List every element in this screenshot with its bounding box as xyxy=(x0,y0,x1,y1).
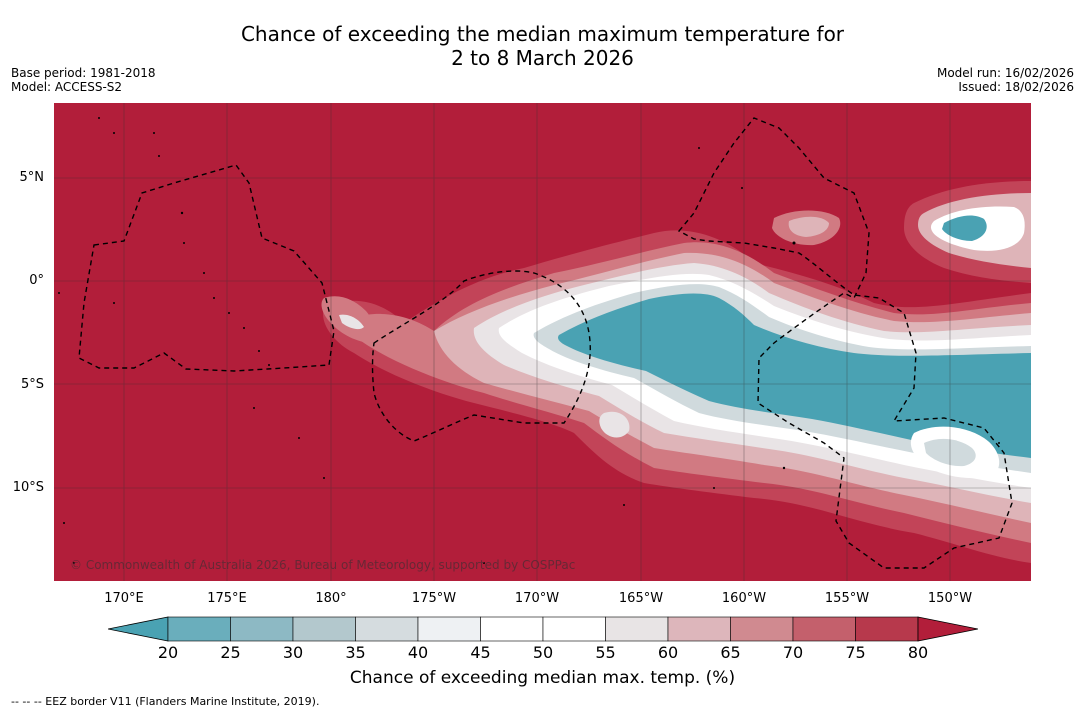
probability-map: © Commonwealth of Australia 2026, Bureau… xyxy=(54,103,1031,581)
lon-label-180: 180° xyxy=(315,591,347,606)
colorbar-tick-label: 75 xyxy=(845,643,866,662)
colorbar-segment xyxy=(292,616,356,642)
colorbar-tick-label: 20 xyxy=(157,643,179,662)
model-run: Model run: 16/02/2026 xyxy=(936,66,1074,80)
issued-date: Issued: 18/02/2026 xyxy=(958,80,1074,94)
colorbar-segment xyxy=(230,616,294,642)
title-line-2: 2 to 8 March 2026 xyxy=(451,46,634,70)
graticule xyxy=(54,103,1031,581)
colorbar-segment xyxy=(542,616,606,642)
northeast-anomaly-blob xyxy=(904,181,1031,283)
colorbar-tick-label: 80 xyxy=(907,643,929,662)
lon-label-170e: 170°E xyxy=(104,591,144,606)
colorbar-tick-label: 30 xyxy=(282,643,304,662)
colorbar-segment xyxy=(480,616,544,642)
lat-label-0: 0° xyxy=(29,273,44,288)
lon-label-160w: 160°W xyxy=(721,591,767,606)
colorbar-tick-label: 25 xyxy=(220,643,241,662)
lat-label-5n: 5°N xyxy=(19,170,45,185)
colorbar-segment xyxy=(417,616,481,642)
colorbar-tick-label: 40 xyxy=(407,643,429,662)
colorbar-tick-label: 50 xyxy=(532,643,554,662)
lon-label-175e: 175°E xyxy=(207,591,247,606)
colorbar-extension-low xyxy=(108,616,169,642)
eez-borders xyxy=(78,117,1013,569)
colorbar-label: Chance of exceeding median max. temp. (%… xyxy=(349,668,736,688)
colorbar-extension-high xyxy=(917,616,978,642)
colorbar-tick-label: 55 xyxy=(595,643,616,662)
colorbar-tick-label: 70 xyxy=(782,643,804,662)
colorbar-tick-label: 45 xyxy=(470,643,491,662)
lon-label-170w: 170°W xyxy=(514,591,560,606)
colorbar-segment xyxy=(355,616,419,642)
colorbar-segment xyxy=(667,616,731,642)
map-title: Chance of exceeding the median maximum t… xyxy=(0,22,1085,70)
lat-label-10s: 10°S xyxy=(12,480,44,495)
colorbar-segment xyxy=(792,616,856,642)
island-markers xyxy=(58,117,1000,564)
lat-label-5s: 5°S xyxy=(20,377,44,392)
meta-right: Model run: 16/02/2026 Issued: 18/02/2026 xyxy=(937,66,1074,94)
colorbar-tick-label: 65 xyxy=(720,643,741,662)
meta-left: Base period: 1981-2018 Model: ACCESS-S2 xyxy=(11,66,156,94)
colorbar-tick-label: 35 xyxy=(345,643,366,662)
central-anomaly-band xyxy=(323,230,1031,563)
colorbar-segment xyxy=(730,616,794,642)
eez-footnote: -- -- -- EEZ border V11 (Flanders Marine… xyxy=(11,695,320,708)
colorbar-tick-label: 60 xyxy=(657,643,679,662)
minor-anomaly-patches xyxy=(321,210,1000,479)
lon-label-150w: 150°W xyxy=(927,591,973,606)
copyright-notice: © Commonwealth of Australia 2026, Bureau… xyxy=(70,558,576,572)
model-name: Model: ACCESS-S2 xyxy=(11,80,123,94)
lon-label-175w: 175°W xyxy=(411,591,457,606)
colorbar xyxy=(108,616,978,642)
lon-label-165w: 165°W xyxy=(618,591,664,606)
title-line-1: Chance of exceeding the median maximum t… xyxy=(240,22,845,46)
lon-label-155w: 155°W xyxy=(824,591,870,606)
colorbar-segments xyxy=(108,616,978,642)
colorbar-segment xyxy=(167,616,231,642)
colorbar-segment xyxy=(855,616,919,642)
colorbar-segment xyxy=(605,616,669,642)
base-period: Base period: 1981-2018 xyxy=(11,66,156,80)
map-canvas xyxy=(54,103,1031,581)
